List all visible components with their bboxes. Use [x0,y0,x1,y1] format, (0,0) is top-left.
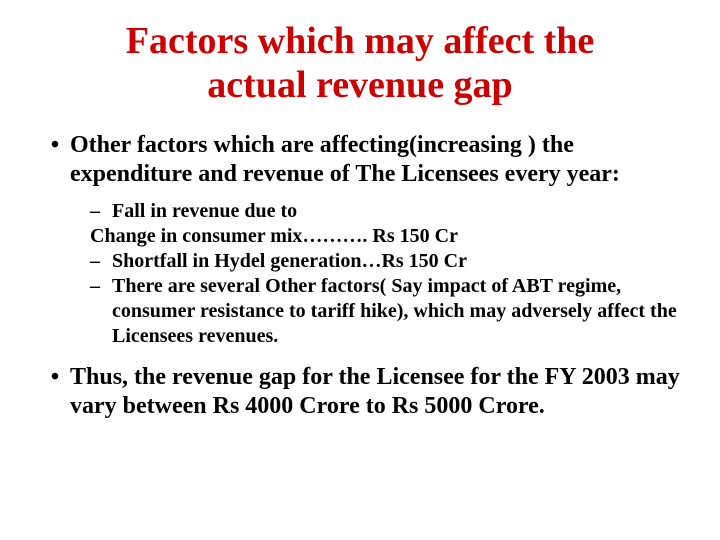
sub-bullet-text: There are several Other factors( Say imp… [112,274,680,349]
dash-marker: – [90,274,112,349]
dash-marker: – [90,199,112,224]
sub-bullet-continuation: Change in consumer mix………. Rs 150 Cr [90,224,680,249]
sub-list: – Fall in revenue due to Change in consu… [90,199,680,349]
bullet-text: Other factors which are affecting(increa… [70,131,680,189]
slide-title: Factors which may affect the actual reve… [40,20,680,107]
dash-marker: – [90,249,112,274]
sub-bullet-item: – Fall in revenue due to [90,199,680,224]
bullet-text: Thus, the revenue gap for the Licensee f… [70,363,680,421]
bullet-marker: • [40,131,70,189]
bullet-item: • Other factors which are affecting(incr… [40,131,680,189]
sub-bullet-item: – There are several Other factors( Say i… [90,274,680,349]
sub-bullet-item: – Shortfall in Hydel generation…Rs 150 C… [90,249,680,274]
sub-bullet-text: Shortfall in Hydel generation…Rs 150 Cr [112,249,680,274]
bullet-marker: • [40,363,70,421]
sub-bullet-text: Fall in revenue due to [112,199,680,224]
bullet-item: • Thus, the revenue gap for the Licensee… [40,363,680,421]
